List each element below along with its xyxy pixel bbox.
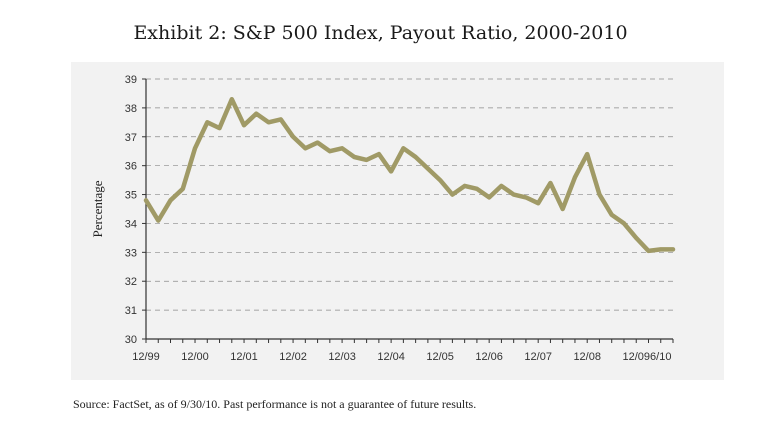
y-tick-label-37: 37: [125, 132, 137, 144]
chart-title: Exhibit 2: S&P 500 Index, Payout Ratio, …: [133, 22, 628, 44]
y-tick-label-32: 32: [125, 276, 137, 288]
x-tick-label-12-02: 12/02: [279, 351, 307, 363]
x-tick-label-12-99: 12/99: [132, 351, 160, 363]
x-tick-label-12-08: 12/08: [573, 351, 601, 363]
y-tick-label-34: 34: [125, 218, 137, 230]
y-tick-label-38: 38: [125, 103, 137, 115]
x-tick-label-6-10: 6/10: [650, 351, 671, 363]
x-tick-label-12-09: 12/09: [622, 351, 650, 363]
x-tick-label-12-05: 12/05: [426, 351, 454, 363]
y-tick-label-36: 36: [125, 161, 137, 173]
y-tick-label-35: 35: [125, 190, 137, 202]
series-line-payout-ratio: [143, 96, 676, 254]
x-tick-label-12-01: 12/01: [230, 351, 258, 363]
y-tick-label-30: 30: [125, 334, 137, 346]
chart-panel: 30 31 32 33 34 35 36 37 38 39 12/99 12/00 12/01 12/02…: [71, 62, 724, 380]
x-tick-label-12-03: 12/03: [328, 351, 356, 363]
x-tick-label-12-04: 12/04: [377, 351, 405, 363]
y-axis-label: Percentage: [90, 180, 105, 237]
source-note: Source: FactSet, as of 9/30/10. Past per…: [73, 397, 477, 411]
y-tick-label-39: 39: [125, 74, 137, 86]
y-tick-label-31: 31: [125, 305, 137, 317]
x-tick-label-12-07: 12/07: [524, 351, 552, 363]
x-tick-label-12-06: 12/06: [475, 351, 503, 363]
x-tick-label-12-00: 12/00: [181, 351, 209, 363]
y-tick-label-33: 33: [125, 247, 137, 259]
line-chart: 30 31 32 33 34 35 36 37 38 39 12/99 12/00 12/01 12/02…: [90, 74, 676, 363]
